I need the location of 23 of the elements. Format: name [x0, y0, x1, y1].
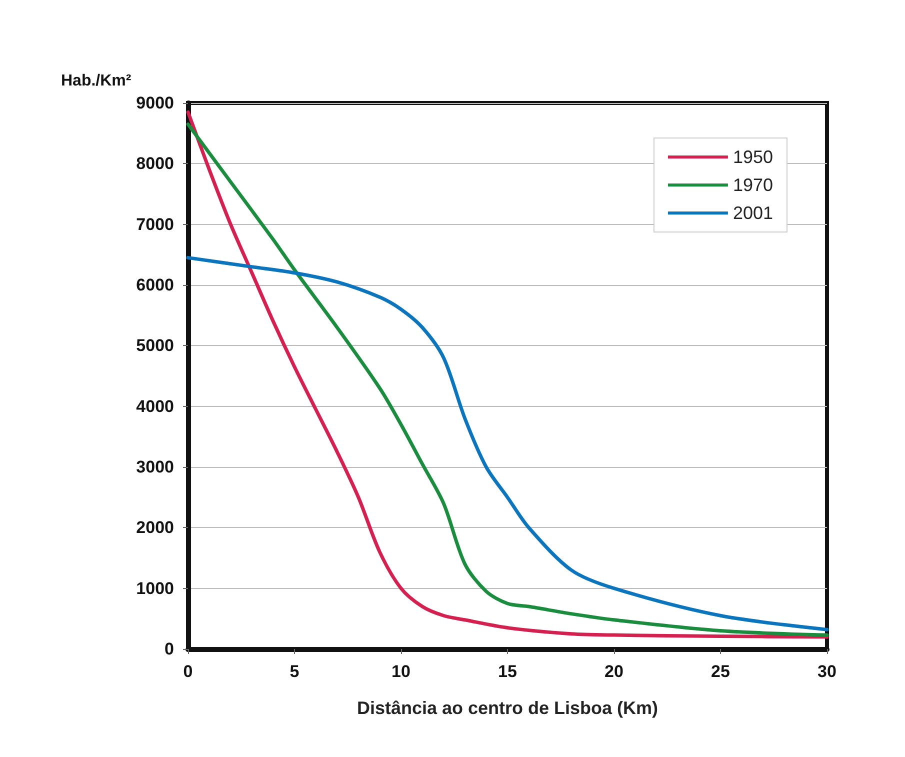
x-tick-label: 20: [604, 662, 624, 681]
x-tick-label: 15: [498, 662, 517, 681]
y-tick-label: 6000: [136, 276, 174, 294]
y-tick-label: 3000: [136, 458, 174, 476]
y-tick-label: 1000: [136, 578, 174, 598]
x-tick-label: 25: [711, 662, 730, 681]
x-axis-title: Distância ao centro de Lisboa (Km): [356, 698, 658, 718]
y-tick-label: 4000: [136, 396, 174, 416]
legend-label: 1970: [732, 175, 774, 195]
y-tick-label: 0: [164, 640, 174, 658]
x-tick-label: 0: [183, 662, 193, 681]
x-tick-label: 5: [290, 662, 300, 681]
y-tick-label: 7000: [136, 214, 174, 234]
legend-label: 1950: [732, 147, 774, 167]
y-tick-label: 2000: [136, 518, 174, 538]
x-tick-label: 10: [392, 662, 410, 681]
y-tick-label: 5000: [136, 336, 174, 356]
legend-label: 2001: [732, 203, 774, 223]
y-axis-title: Hab./Km²: [61, 72, 132, 90]
line-series: [186, 256, 829, 632]
y-tick-label: 9000: [136, 94, 174, 112]
y-tick-label: 8000: [136, 154, 174, 174]
x-tick-label: 30: [818, 662, 836, 681]
